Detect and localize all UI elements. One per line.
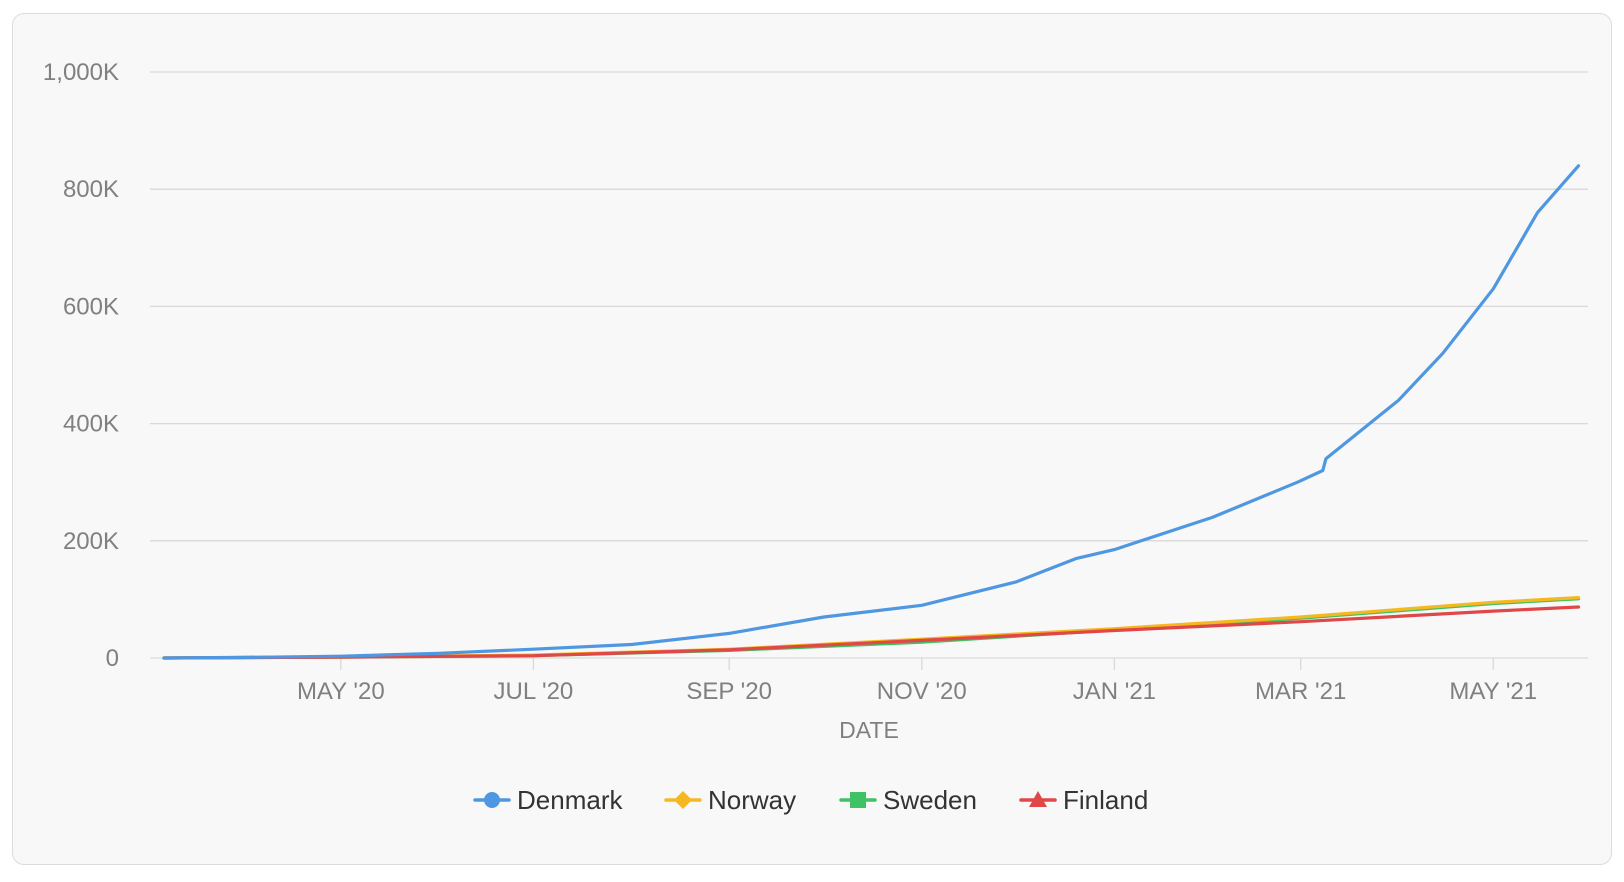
y-tick-label: 800K (63, 176, 119, 203)
chart-card (12, 13, 1612, 865)
x-tick-label: JAN '21 (1073, 678, 1156, 705)
y-axis-tick-labels: 0 200K 400K 600K 800K 1,000K (43, 59, 119, 672)
x-tick-label: JUL '20 (494, 678, 574, 705)
x-tick-label: MAY '20 (297, 678, 385, 705)
series-line-denmark (162, 164, 1581, 660)
series-lines (162, 164, 1581, 660)
x-tick-label: SEP '20 (686, 678, 772, 705)
series-line-finland (162, 605, 1581, 660)
legend-label: Sweden (883, 785, 977, 815)
circle-marker-icon (484, 792, 500, 808)
square-marker-icon (850, 792, 866, 808)
legend-item-norway[interactable]: Norway (664, 785, 796, 815)
y-tick-label: 1,000K (43, 59, 119, 86)
legend: Denmark Norway Sweden Finland (473, 785, 1148, 815)
grid-lines (150, 71, 1588, 659)
triangle-marker-icon (1029, 791, 1047, 807)
x-tick-label: MAR '21 (1255, 678, 1346, 705)
x-axis-title: DATE (839, 717, 899, 743)
y-tick-label: 200K (63, 528, 119, 555)
x-axis-ticks: MAY '20 JUL '20 SEP '20 NOV '20 JAN '21 MAR '… (297, 658, 1537, 705)
legend-label: Norway (708, 785, 796, 815)
x-tick-label: NOV '20 (877, 678, 967, 705)
y-tick-label: 600K (63, 293, 119, 320)
legend-label: Denmark (517, 785, 623, 815)
legend-item-finland[interactable]: Finland (1019, 785, 1148, 815)
legend-item-sweden[interactable]: Sweden (839, 785, 977, 815)
legend-label: Finland (1063, 785, 1148, 815)
y-tick-label: 0 (106, 645, 119, 672)
y-tick-label: 400K (63, 411, 119, 438)
series-line-sweden (162, 597, 1581, 660)
legend-item-denmark[interactable]: Denmark (473, 785, 623, 815)
diamond-marker-icon (674, 791, 692, 809)
x-tick-label: MAY '21 (1449, 678, 1537, 705)
series-line-norway (162, 595, 1581, 660)
